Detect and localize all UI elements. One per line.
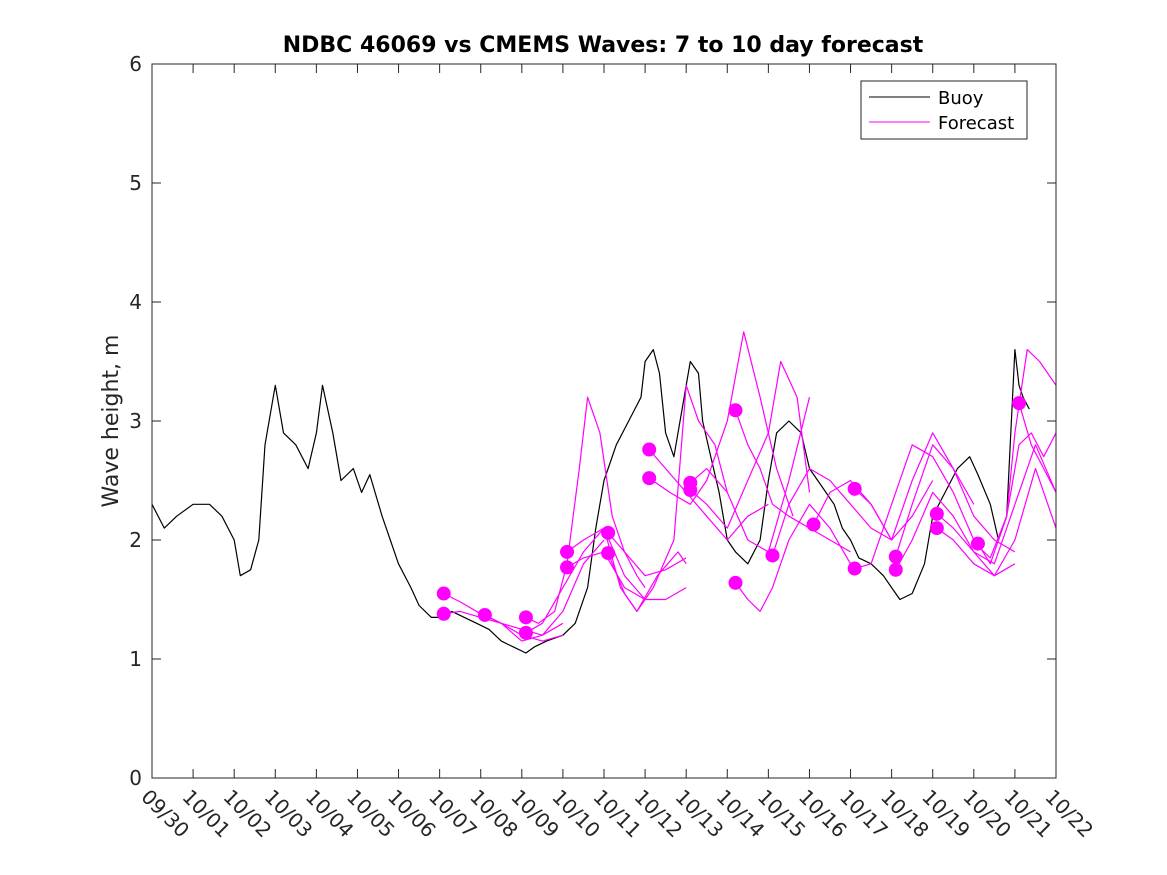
forecast-series-line	[484, 539, 605, 642]
forecast-series-line	[977, 432, 1056, 559]
forecast-series-line	[936, 468, 1056, 577]
forecast-series-line	[689, 397, 811, 553]
forecast-start-marker	[642, 471, 657, 486]
forecast-series-line	[895, 444, 1016, 557]
forecast-start-marker	[970, 536, 985, 551]
forecast-series-line	[735, 503, 852, 613]
forecast-series-line	[734, 410, 851, 553]
legend: Buoy Forecast	[860, 80, 1028, 140]
buoy-series-line	[152, 349, 1030, 654]
forecast-start-marker	[847, 481, 862, 496]
plot-area	[152, 64, 1056, 778]
forecast-start-marker	[436, 606, 451, 621]
y-tick-label: 1	[129, 647, 142, 671]
forecast-start-marker	[518, 610, 533, 625]
forecast-start-marker	[806, 517, 821, 532]
forecast-start-marker	[1012, 396, 1027, 411]
forecast-start-marker	[601, 525, 616, 540]
forecast-start-marker	[601, 546, 616, 561]
forecast-series-line	[607, 532, 687, 577]
marker-layer	[436, 396, 1027, 640]
y-tick-label: 4	[129, 290, 142, 314]
forecast-start-marker	[683, 483, 698, 498]
forecast-series-line	[689, 360, 811, 529]
forecast-start-marker	[888, 549, 903, 564]
forecast-start-marker	[560, 544, 575, 559]
forecast-start-marker	[847, 561, 862, 576]
forecast-start-marker	[436, 586, 451, 601]
forecast-series-line	[566, 551, 687, 601]
forecast-series-line	[771, 468, 892, 556]
forecast-start-marker	[560, 560, 575, 575]
legend-forecast-label: Forecast	[938, 113, 1014, 134]
y-tick-label: 0	[129, 766, 142, 790]
forecast-start-marker	[929, 521, 944, 536]
forecast-start-marker	[518, 625, 533, 640]
y-tick-label: 2	[129, 528, 142, 552]
forecast-series-line	[525, 396, 646, 624]
forecast-start-marker	[477, 607, 492, 622]
legend-box	[860, 80, 1028, 140]
legend-buoy-label: Buoy	[938, 88, 984, 109]
forecast-start-marker	[642, 442, 657, 457]
forecast-start-marker	[929, 506, 944, 521]
forecast-series-line	[854, 444, 975, 570]
series-layer	[152, 331, 1056, 654]
chart-title: NDBC 46069 vs CMEMS Waves: 7 to 10 day f…	[283, 33, 924, 58]
plot-frame	[151, 63, 1057, 779]
forecast-series-line	[525, 527, 646, 634]
forecast-series-line	[607, 384, 728, 613]
forecast-series-line	[648, 449, 769, 541]
forecast-series-line	[977, 349, 1056, 565]
forecast-start-marker	[765, 548, 780, 563]
y-tick-label: 6	[129, 52, 142, 76]
y-tick-label: 5	[129, 171, 142, 195]
forecast-start-marker	[728, 403, 743, 418]
forecast-start-marker	[728, 575, 743, 590]
forecast-series-line	[936, 444, 1056, 565]
y-tick-label: 3	[129, 409, 142, 433]
forecast-series-line	[648, 331, 794, 517]
forecast-start-marker	[888, 562, 903, 577]
y-axis-title: Wave height, m	[99, 335, 124, 508]
forecast-series-line	[1018, 402, 1056, 493]
